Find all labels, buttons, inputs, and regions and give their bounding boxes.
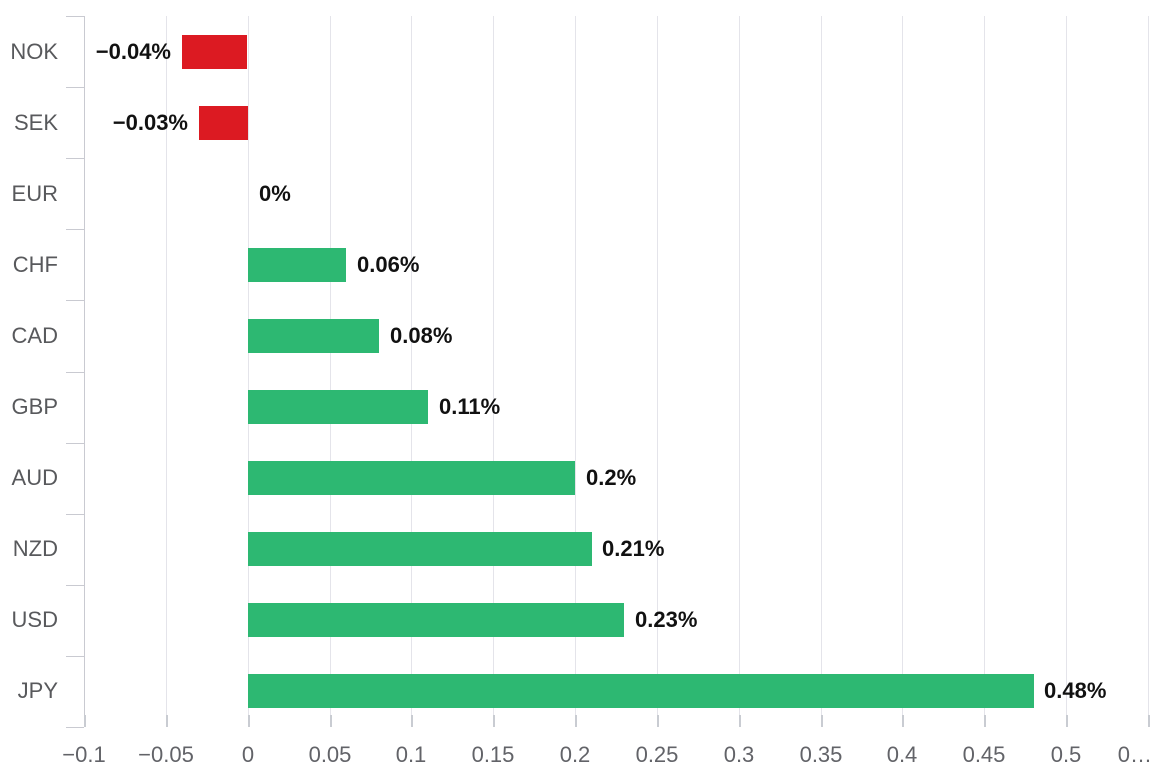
value-label-jpy: 0.48% bbox=[1044, 678, 1107, 703]
value-label-chf: 0.06% bbox=[357, 252, 420, 277]
y-axis-tick bbox=[66, 372, 84, 373]
x-gridline bbox=[165, 16, 167, 727]
x-axis-tick-label: 0 bbox=[241, 742, 255, 767]
value-label-nok: −0.04% bbox=[95, 39, 171, 64]
x-axis-tick bbox=[411, 715, 413, 727]
x-axis-tick-label: 0.45 bbox=[962, 742, 1006, 767]
x-gridline bbox=[411, 16, 413, 727]
x-axis-tick bbox=[739, 715, 741, 727]
y-axis-tick bbox=[66, 514, 84, 515]
y-axis-tick bbox=[66, 585, 84, 586]
x-axis-tick bbox=[821, 715, 823, 727]
bar-sek bbox=[199, 106, 248, 140]
bar-jpy bbox=[248, 674, 1034, 708]
category-label-jpy: JPY bbox=[17, 678, 58, 703]
x-axis-tick-label: 0… bbox=[1117, 742, 1152, 767]
x-axis-tick bbox=[248, 715, 250, 727]
x-axis-tick-label: 0.5 bbox=[1050, 742, 1082, 767]
y-axis-tick bbox=[66, 87, 84, 88]
x-gridline bbox=[493, 16, 495, 727]
bar-gbp bbox=[248, 390, 428, 424]
x-axis-tick-label: 0.25 bbox=[635, 742, 679, 767]
category-label-cad: CAD bbox=[11, 323, 58, 348]
x-axis-tick bbox=[902, 715, 904, 727]
x-axis-tick bbox=[330, 715, 332, 727]
x-axis-tick bbox=[657, 715, 659, 727]
category-label-chf: CHF bbox=[12, 252, 58, 277]
x-axis-tick bbox=[1148, 715, 1150, 727]
x-axis-tick-label: −0.05 bbox=[138, 742, 194, 767]
bar-aud bbox=[248, 461, 575, 495]
x-gridline bbox=[575, 16, 577, 727]
y-axis-tick bbox=[66, 727, 84, 728]
y-axis-tick bbox=[66, 443, 84, 444]
x-axis-tick bbox=[984, 715, 986, 727]
category-label-usd: USD bbox=[11, 607, 58, 632]
bar-cad bbox=[248, 319, 379, 353]
y-axis-tick bbox=[66, 229, 84, 230]
bar-nzd bbox=[248, 532, 592, 566]
value-label-usd: 0.23% bbox=[635, 607, 698, 632]
x-gridline bbox=[1066, 16, 1068, 727]
x-axis-tick bbox=[575, 715, 577, 727]
x-gridline bbox=[984, 16, 986, 727]
value-label-cad: 0.08% bbox=[390, 323, 453, 348]
value-label-gbp: 0.11% bbox=[439, 394, 501, 419]
x-axis-tick bbox=[1066, 715, 1068, 727]
x-axis-tick-label: 0.1 bbox=[395, 742, 427, 767]
value-label-aud: 0.2% bbox=[586, 465, 637, 490]
x-axis-tick-label: 0.3 bbox=[723, 742, 755, 767]
x-axis-tick bbox=[493, 715, 495, 727]
category-label-nok: NOK bbox=[10, 39, 58, 64]
x-axis-tick-label: 0.35 bbox=[799, 742, 843, 767]
x-gridline bbox=[902, 16, 904, 727]
x-axis-tick-label: 0.15 bbox=[471, 742, 515, 767]
x-axis-tick-label: 0.4 bbox=[886, 742, 918, 767]
x-gridline bbox=[247, 16, 249, 727]
bar-chf bbox=[248, 248, 346, 282]
x-gridline bbox=[329, 16, 331, 727]
x-gridline bbox=[738, 16, 740, 727]
x-axis-tick-label: −0.1 bbox=[62, 742, 106, 767]
y-axis-tick bbox=[66, 158, 84, 159]
y-axis-line bbox=[84, 16, 85, 727]
value-label-nzd: 0.21% bbox=[602, 536, 665, 561]
x-gridline bbox=[1148, 16, 1149, 727]
category-label-gbp: GBP bbox=[11, 394, 58, 419]
x-axis-tick-label: 0.2 bbox=[559, 742, 591, 767]
x-axis-tick bbox=[166, 715, 168, 727]
value-label-sek: −0.03% bbox=[112, 110, 188, 135]
category-label-nzd: NZD bbox=[12, 536, 58, 561]
y-axis-tick bbox=[66, 656, 84, 657]
y-axis-tick bbox=[66, 300, 84, 301]
bar-nok bbox=[182, 35, 247, 69]
x-gridline bbox=[820, 16, 822, 727]
value-label-eur: 0% bbox=[259, 181, 291, 206]
x-axis-tick-label: 0.05 bbox=[308, 742, 352, 767]
y-axis-tick bbox=[66, 16, 84, 17]
category-label-eur: EUR bbox=[11, 181, 58, 206]
x-gridline bbox=[656, 16, 658, 727]
category-label-aud: AUD bbox=[11, 465, 58, 490]
x-axis-tick bbox=[84, 715, 86, 727]
bar-usd bbox=[248, 603, 624, 637]
category-label-sek: SEK bbox=[13, 110, 58, 135]
